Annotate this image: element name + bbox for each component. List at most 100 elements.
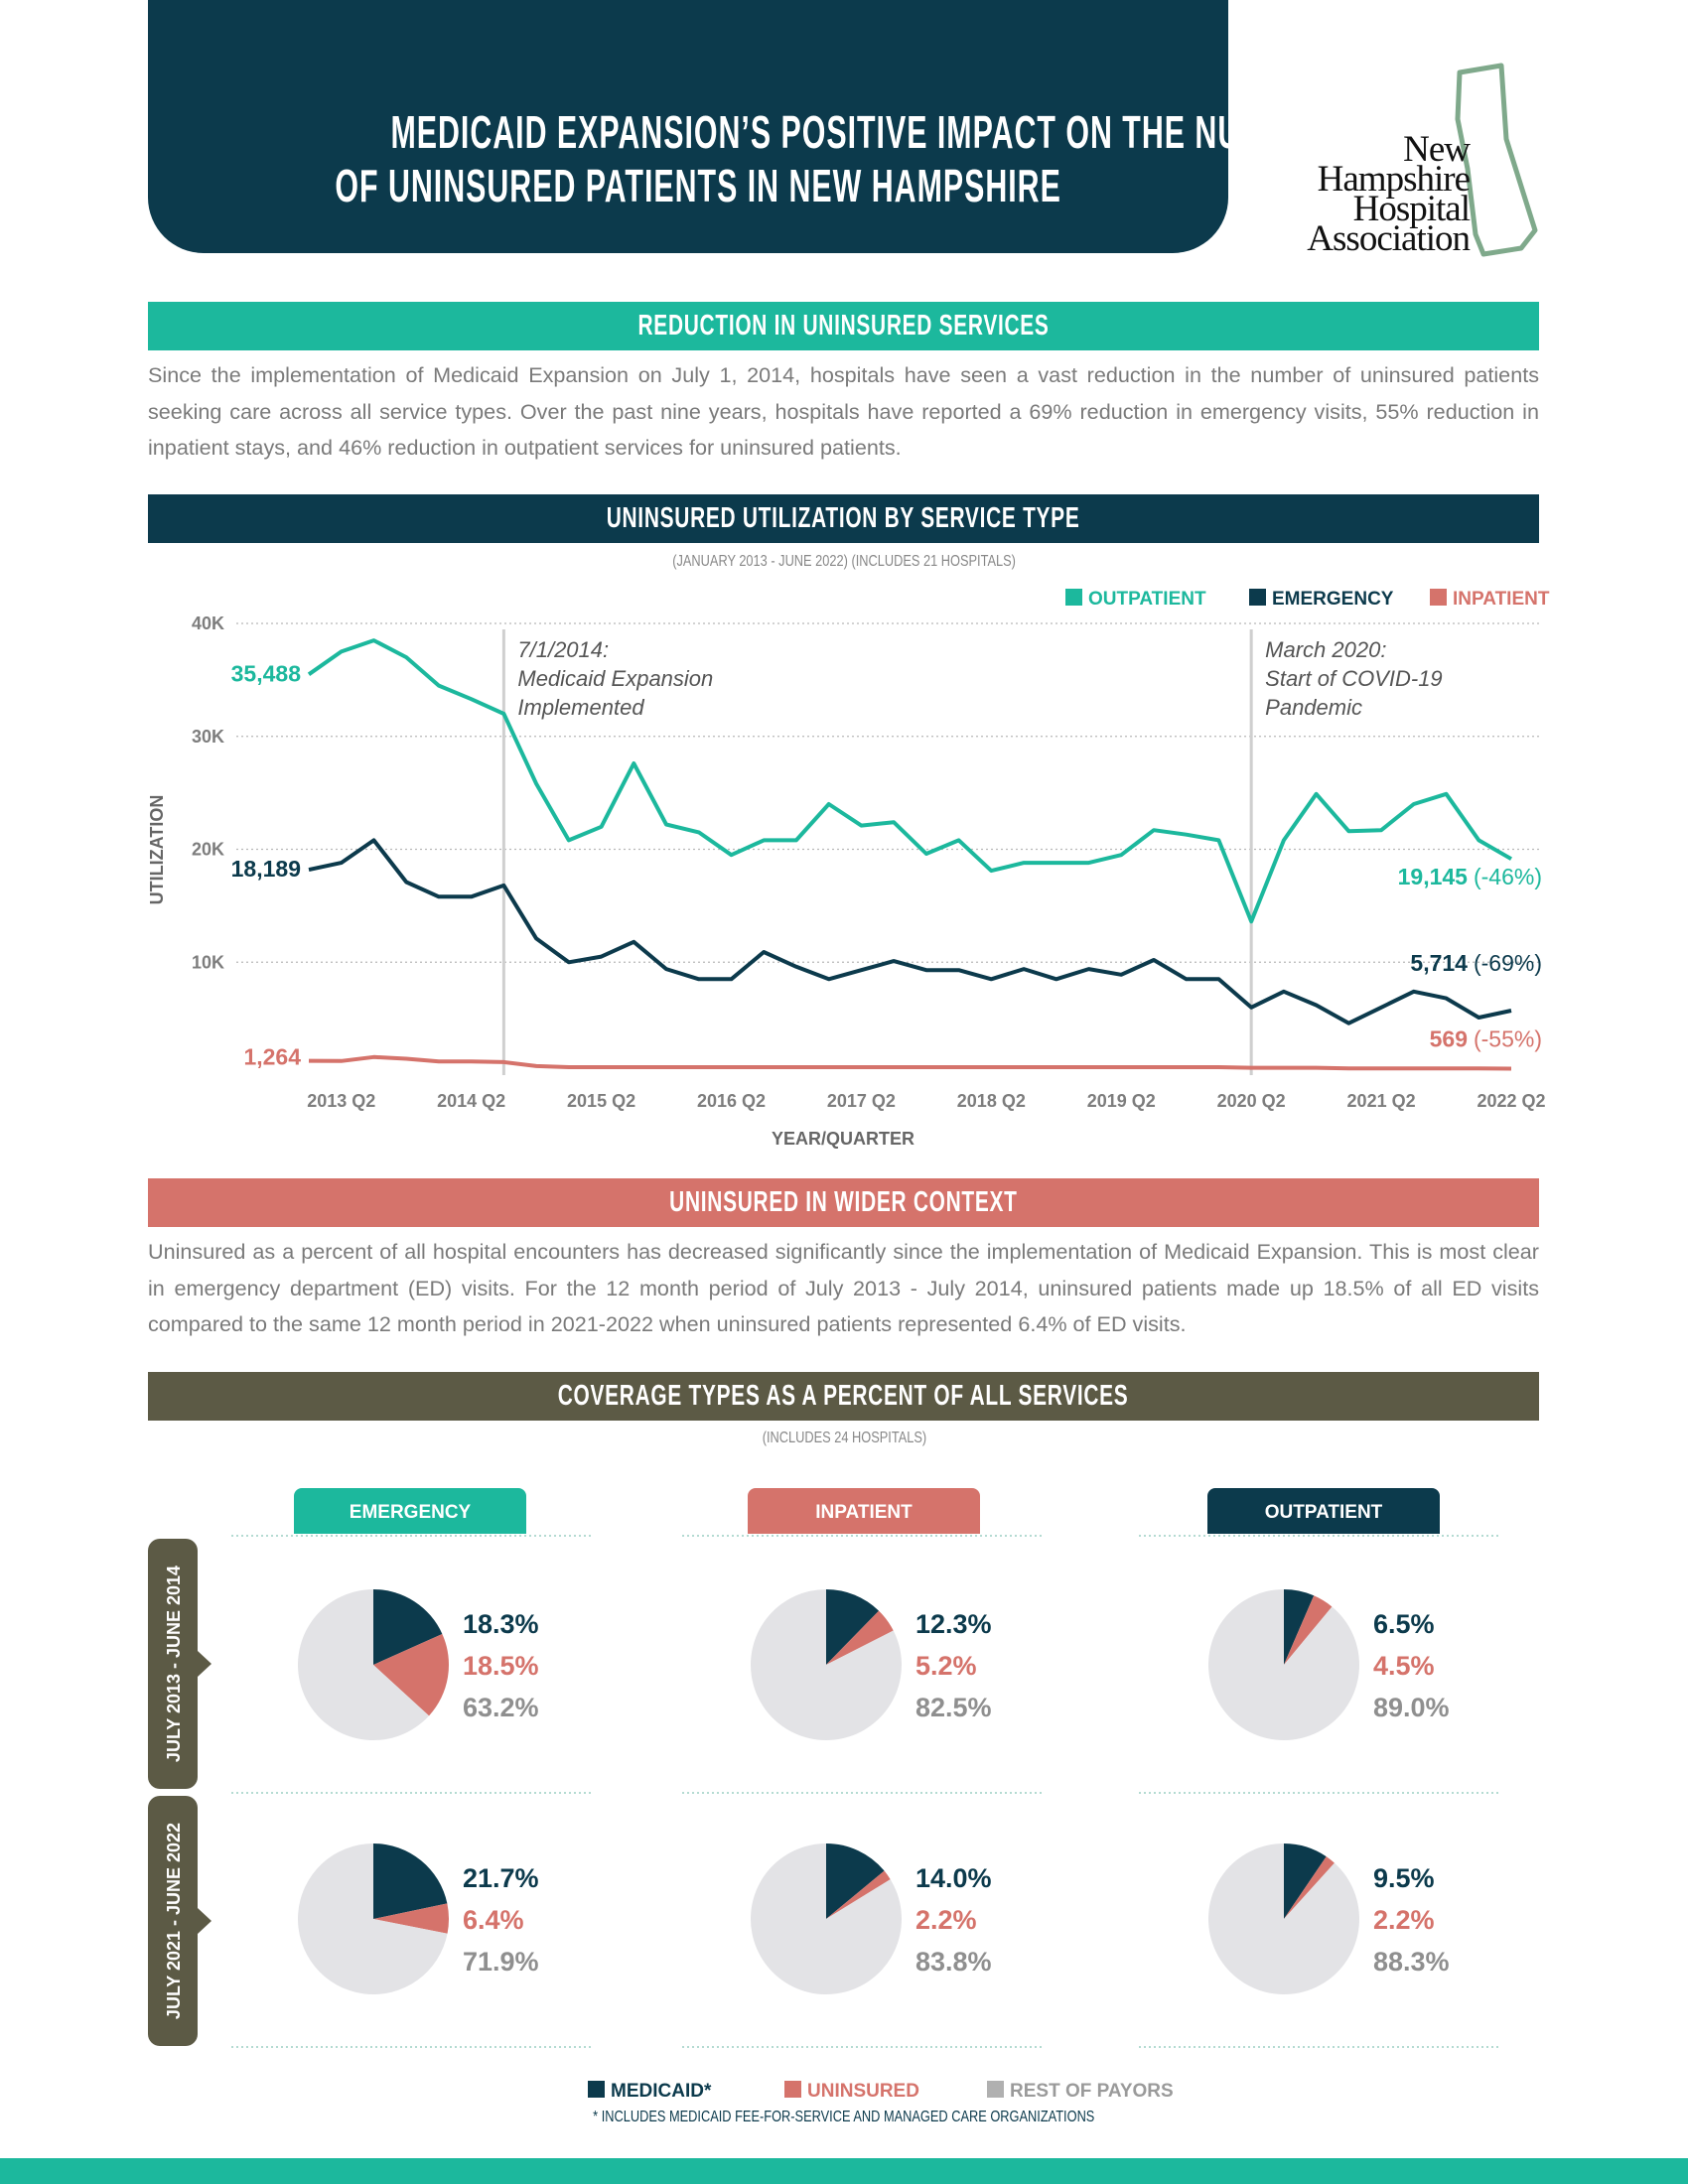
- row-tab: [148, 1796, 198, 2046]
- x-tick-label: 2020 Q2: [1217, 1091, 1286, 1111]
- title-line: OF UNINSURED PATIENTS IN NEW HAMPSHIRE: [148, 159, 1228, 212]
- pie-slice: [373, 1633, 449, 1716]
- legend-label: REST OF PAYORS: [1010, 2081, 1174, 2102]
- pie-slice: [826, 1870, 891, 1919]
- x-tick-label: 2019 Q2: [1087, 1091, 1156, 1111]
- column-tab-base: [1207, 1514, 1440, 1534]
- change-label: (-69%): [1474, 950, 1542, 976]
- legend-swatch: [987, 2081, 1004, 2098]
- pie-slice: [751, 1843, 903, 1994]
- pie-slice: [1208, 1589, 1360, 1740]
- y-tick-label: 40K: [192, 614, 224, 633]
- pie-value-label: 9.5%: [1373, 1863, 1435, 1893]
- logo-text: Hampshire: [1317, 159, 1471, 200]
- x-tick-label: 2018 Q2: [957, 1091, 1026, 1111]
- x-tick-label: 2016 Q2: [697, 1091, 766, 1111]
- pie-value-label: 21.7%: [463, 1863, 539, 1893]
- annotation-text: Start of COVID-19: [1265, 666, 1443, 691]
- line-series: [307, 638, 1512, 924]
- change-label: (-55%): [1474, 1026, 1542, 1052]
- column-label: INPATIENT: [815, 1502, 913, 1523]
- pie-value-label: 82.5%: [915, 1693, 992, 1722]
- footnote-text: * INCLUDES MEDICAID FEE-FOR-SERVICE AND …: [593, 2109, 1095, 2125]
- pie-value-label: 12.3%: [915, 1609, 992, 1639]
- column-label: OUTPATIENT: [1265, 1502, 1383, 1523]
- annotation-text: 7/1/2014:: [517, 637, 609, 662]
- pie-slice: [751, 1589, 903, 1740]
- pie-value-label: 5.2%: [915, 1651, 977, 1681]
- x-tick-label: 2013 Q2: [307, 1091, 375, 1111]
- legend-label: MEDICAID*: [611, 2081, 712, 2102]
- legend-swatch: [1430, 589, 1447, 606]
- y-tick-label: 30K: [192, 727, 224, 747]
- pie-value-label: 71.9%: [463, 1947, 539, 1977]
- column-tab-base: [748, 1514, 980, 1534]
- value-label: 19,145: [1398, 864, 1469, 889]
- y-tick-label: 10K: [192, 952, 224, 972]
- pie-value-label: 4.5%: [1373, 1651, 1435, 1681]
- annotation-text: March 2020:: [1265, 637, 1386, 662]
- row-tab: [148, 1539, 198, 1789]
- x-tick-label: 2017 Q2: [827, 1091, 896, 1111]
- section-bar: UNINSURED UTILIZATION BY SERVICE TYPE: [148, 494, 1539, 543]
- pie-slice: [826, 1610, 894, 1665]
- pie-value-label: 2.2%: [915, 1905, 977, 1935]
- section-heading: REDUCTION IN UNINSURED SERVICES: [637, 310, 1050, 341]
- legend-label: INPATIENT: [1453, 589, 1550, 610]
- pie-value-label: 2.2%: [1373, 1905, 1435, 1935]
- subtitle-text: (INCLUDES 24 HOSPITALS): [762, 1430, 926, 1446]
- pie-value-label: 88.3%: [1373, 1947, 1450, 1977]
- legend-label: UNINSURED: [807, 2081, 919, 2102]
- pie-slice: [1207, 1843, 1359, 1994]
- column-tab-base: [294, 1514, 526, 1534]
- section-heading: UNINSURED UTILIZATION BY SERVICE TYPE: [607, 502, 1080, 534]
- value-label: 35,488: [231, 660, 302, 686]
- pie-slice: [826, 1589, 880, 1665]
- end-label: 569 (-55%): [1430, 1026, 1542, 1052]
- pie-value-label: 6.4%: [463, 1905, 524, 1935]
- logo-text: Hospital: [1352, 189, 1471, 229]
- section-bar: REDUCTION IN UNINSURED SERVICES: [148, 302, 1539, 350]
- row-tab-arrow: [198, 1908, 211, 1934]
- value-label: 569: [1430, 1026, 1468, 1052]
- pie-slice: [373, 1903, 449, 1934]
- x-axis-label: YEAR/QUARTER: [772, 1129, 914, 1149]
- pie-value-label: 14.0%: [915, 1863, 992, 1893]
- legend-label: EMERGENCY: [1272, 589, 1394, 610]
- section-heading: COVERAGE TYPES AS A PERCENT OF ALL SERVI…: [558, 1380, 1129, 1412]
- y-axis-label: UTILIZATION: [147, 795, 167, 905]
- legend-swatch: [1065, 589, 1082, 606]
- pie-slice: [298, 1843, 448, 1994]
- x-tick-label: 2015 Q2: [567, 1091, 635, 1111]
- subtitle-text: (JANUARY 2013 - JUNE 2022) (INCLUDES 21 …: [672, 553, 1016, 570]
- pie-slice: [1284, 1856, 1335, 1919]
- title-line: MEDICAID EXPANSION’S POSITIVE IMPACT ON …: [148, 105, 1332, 159]
- logo-text: Association: [1307, 218, 1471, 259]
- paragraph: Uninsured as a percent of all hospital e…: [148, 1239, 1539, 1336]
- section-bar: COVERAGE TYPES AS A PERCENT OF ALL SERVI…: [148, 1372, 1539, 1421]
- pie-slice: [297, 1589, 430, 1741]
- pie-value-label: 63.2%: [463, 1693, 539, 1722]
- coverage-subtitle: (INCLUDES 24 HOSPITALS): [0, 1430, 1688, 1447]
- legend-label: OUTPATIENT: [1088, 589, 1206, 610]
- change-label: (-46%): [1474, 864, 1542, 889]
- pie-value-label: 6.5%: [1373, 1609, 1435, 1639]
- value-label: 18,189: [231, 856, 301, 882]
- footer-band: [0, 2158, 1688, 2184]
- x-tick-label: 2014 Q2: [437, 1091, 505, 1111]
- pie-slice: [826, 1843, 885, 1919]
- section-bar: UNINSURED IN WIDER CONTEXT: [148, 1178, 1539, 1227]
- annotation-text: Medicaid Expansion: [517, 666, 713, 691]
- legend-swatch: [588, 2081, 605, 2098]
- annotation-text: Implemented: [517, 695, 644, 720]
- pie-value-label: 83.8%: [915, 1947, 992, 1977]
- row-label: JULY 2021 - JUNE 2022: [164, 1823, 184, 2019]
- x-tick-label: 2022 Q2: [1477, 1091, 1545, 1111]
- annotation-text: Pandemic: [1265, 695, 1362, 720]
- logo-text: New: [1403, 129, 1471, 170]
- chart-subtitle: (JANUARY 2013 - JUNE 2022) (INCLUDES 21 …: [0, 553, 1688, 571]
- legend-swatch: [784, 2081, 801, 2098]
- line-series: [308, 1054, 1512, 1071]
- end-label: 5,714 (-69%): [1410, 950, 1542, 976]
- y-tick-label: 20K: [192, 840, 224, 860]
